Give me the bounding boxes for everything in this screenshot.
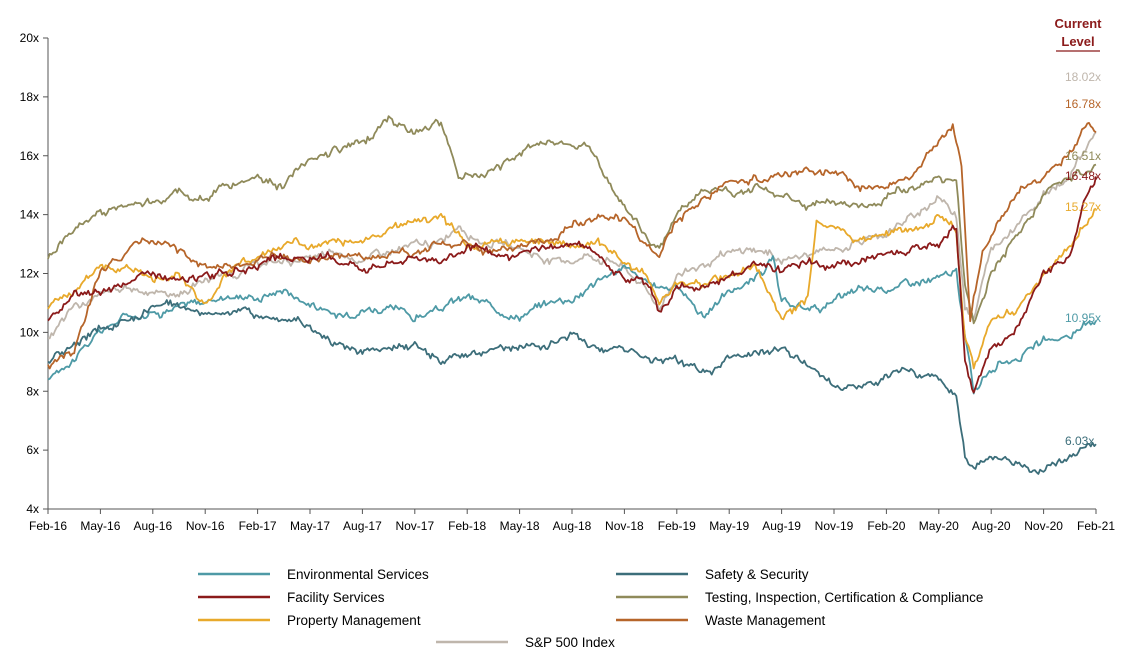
current-level-title: Current Level <box>1055 16 1103 52</box>
legend-item: Facility Services <box>198 590 385 605</box>
x-tick-label: Feb-21 <box>1077 519 1115 533</box>
current-level-label: 18.02x <box>1065 70 1101 84</box>
legend-label: Waste Management <box>705 613 826 628</box>
legend-item: S&P 500 Index <box>436 635 615 650</box>
x-tick-label: Nov-17 <box>395 519 434 533</box>
current-level-labels: 10.95x 6.03x 16.48x 16.51x 15.27x 16.78x 18.02… <box>1065 70 1101 448</box>
y-tick-label: 6x <box>26 443 39 457</box>
x-tick-label: Aug-16 <box>133 519 172 533</box>
legend-item: Property Management <box>198 613 421 628</box>
x-tick-label: Aug-19 <box>762 519 801 533</box>
current-level-label: 6.03x <box>1065 434 1094 448</box>
series-line-facility-services <box>47 176 1097 394</box>
x-tick-label: Nov-16 <box>186 519 225 533</box>
legend-item: Safety & Security <box>616 567 809 582</box>
series-line-s-p-500-index <box>48 131 1097 340</box>
legend-label: Safety & Security <box>705 567 809 582</box>
y-tick-label: 8x <box>26 384 39 398</box>
x-tick-label: Aug-17 <box>343 519 382 533</box>
legend-label: Testing, Inspection, Certification & Com… <box>705 590 983 605</box>
current-level-title-line-2: Level <box>1061 34 1094 49</box>
legend: Environmental Services Safety & Security F… <box>198 567 983 650</box>
legend-item: Environmental Services <box>198 567 429 582</box>
legend-label: S&P 500 Index <box>525 635 615 650</box>
legend-item: Waste Management <box>616 613 826 628</box>
x-tick-label: May-17 <box>290 519 330 533</box>
x-tick-label: May-20 <box>919 519 959 533</box>
series-line-safety-security <box>47 299 1097 475</box>
x-tick-label: Feb-18 <box>448 519 486 533</box>
y-tick-label: 14x <box>20 208 39 222</box>
x-tick-label: Feb-17 <box>239 519 277 533</box>
y-tick-label: 10x <box>20 325 39 339</box>
x-tick-label: Feb-16 <box>29 519 67 533</box>
y-tick-label: 16x <box>20 149 39 163</box>
current-level-label: 10.95x <box>1065 311 1101 325</box>
series-line-testing-inspection-certification-compliance <box>47 115 1097 325</box>
x-tick-label: Aug-20 <box>972 519 1011 533</box>
series-line-waste-management <box>47 122 1097 370</box>
y-tick-label: 18x <box>20 90 39 104</box>
legend-label: Environmental Services <box>287 567 429 582</box>
legend-item: Testing, Inspection, Certification & Com… <box>616 590 983 605</box>
x-axis: Feb-16 May-16 Aug-16 Nov-16 Feb-17 May-17 Aug-… <box>29 508 1115 533</box>
series-lines <box>47 115 1097 475</box>
x-tick-label: Feb-19 <box>658 519 696 533</box>
series-line-environmental-services <box>47 255 1097 395</box>
x-tick-label: Aug-18 <box>553 519 592 533</box>
x-tick-label: Nov-19 <box>815 519 854 533</box>
current-level-label: 15.27x <box>1065 200 1101 214</box>
x-tick-label: Nov-18 <box>605 519 644 533</box>
x-tick-label: Feb-20 <box>867 519 905 533</box>
current-level-label: 16.78x <box>1065 97 1101 111</box>
legend-label: Facility Services <box>287 590 385 605</box>
current-level-title-line-1: Current <box>1055 16 1103 31</box>
y-tick-label: 4x <box>26 502 39 516</box>
y-tick-label: 20x <box>20 31 39 45</box>
current-level-label: 16.48x <box>1065 169 1101 183</box>
current-level-label: 16.51x <box>1065 149 1101 163</box>
x-tick-label: May-18 <box>500 519 540 533</box>
legend-label: Property Management <box>287 613 421 628</box>
x-tick-label: May-19 <box>709 519 749 533</box>
series-line-property-management <box>47 207 1097 370</box>
y-axis: 4x 6x 8x 10x 12x 14x 16x 18x 20x <box>20 31 49 516</box>
x-tick-label: Nov-20 <box>1024 519 1063 533</box>
x-tick-label: May-16 <box>80 519 120 533</box>
y-tick-label: 12x <box>20 267 39 281</box>
